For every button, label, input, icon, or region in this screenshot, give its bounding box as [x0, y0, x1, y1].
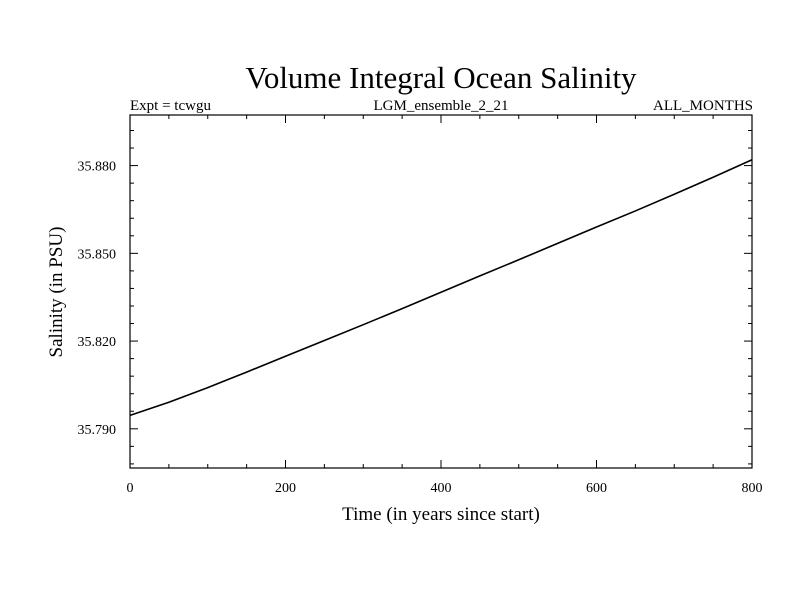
series-layer — [129, 159, 753, 417]
subtitle-ensemble: LGM_ensemble_2_21 — [374, 98, 509, 114]
x-axis-label: Time (in years since start) — [342, 504, 540, 525]
x-tick-label: 0 — [127, 481, 134, 496]
y-tick-label: 35.790 — [78, 423, 117, 438]
chart-title: Volume Integral Ocean Salinity — [245, 60, 637, 95]
y-tick-label: 35.850 — [78, 247, 117, 262]
x-tick-label: 600 — [586, 481, 607, 496]
x-tick-label: 800 — [742, 481, 763, 496]
y-tick-label: 35.820 — [78, 335, 117, 350]
y-axis-label: Salinity (in PSU) — [46, 227, 67, 358]
x-tick-label: 400 — [431, 481, 452, 496]
axis-ticks — [129, 115, 753, 468]
x-tick-label: 200 — [275, 481, 296, 496]
subtitle-experiment: Expt = tcwgu — [130, 98, 211, 114]
series-line-salinity — [129, 159, 753, 417]
y-tick-label: 35.880 — [78, 160, 117, 175]
subtitle-months: ALL_MONTHS — [653, 98, 753, 114]
tick-labels: 0 200 400 600 800 35.790 35.820 35.850 35.880 — [78, 160, 763, 496]
plot-frame — [129, 114, 753, 469]
